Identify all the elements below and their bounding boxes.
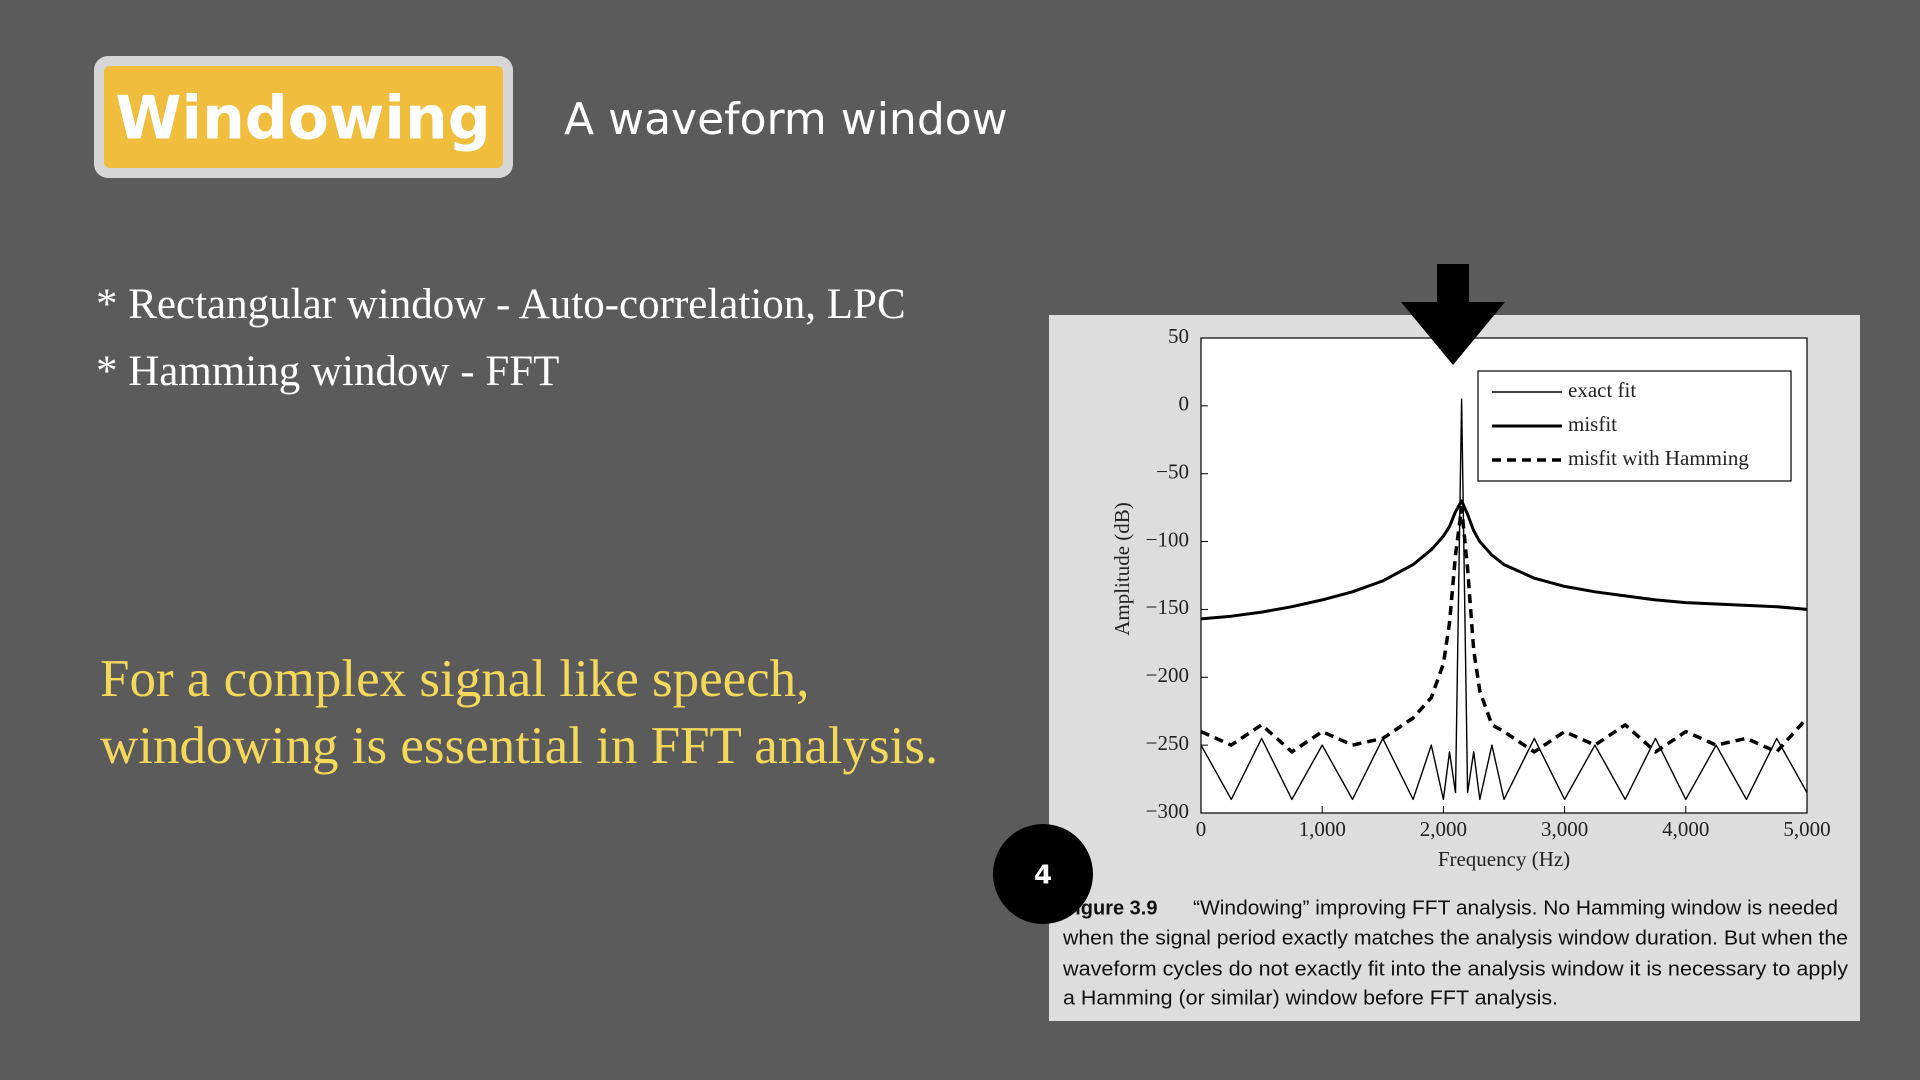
y-tick-label: −200 [1146,663,1189,687]
y-axis-label: Amplitude (dB) [1110,502,1134,636]
page-badge-circle [993,824,1093,924]
y-tick-label: −100 [1146,527,1189,551]
caption-line: “Windowing” improving FFT analysis. No H… [1193,897,1838,919]
x-tick-label: 2,000 [1420,817,1467,841]
y-tick-label: −150 [1146,595,1189,619]
caption-line: when the signal period exactly matches t… [1062,927,1848,949]
highlight-text: For a complex signal like speech, [100,650,809,708]
chart: 0 1,000 2,000 3,000 4,000 5,000 50 0 −50 −100 −150… [1110,324,1831,871]
bullet: * Hamming window - FFT [96,348,559,395]
x-tick-label: 5,000 [1783,817,1830,841]
caption-line: a Hamming (or similar) window before FFT… [1063,987,1558,1009]
subtitle: A waveform window [564,94,1008,145]
x-tick-label: 4,000 [1662,817,1709,841]
page-badge: 4 [1034,861,1052,891]
y-tick-label: 0 [1179,392,1190,416]
bullet: * Rectangular window - Auto-correlation,… [96,281,906,328]
x-axis-label: Frequency (Hz) [1438,847,1570,871]
caption-label: Figure 3.9 [1063,897,1157,919]
y-tick-label: −300 [1146,799,1189,823]
series-line [1200,499,1808,621]
y-tick-label: −250 [1146,731,1189,755]
series-line [1200,505,1809,754]
caption-line: waveform cycles do not exactly fit into … [1062,958,1848,980]
badge-fill [104,66,503,168]
x-tick-label: 3,000 [1541,817,1588,841]
legend-label: misfit [1568,412,1617,436]
legend-label: misfit with Hamming [1568,446,1749,470]
x-tick-label: 0 [1196,817,1207,841]
arrow [1401,264,1505,365]
series-line [1200,398,1808,801]
highlight-text: windowing is essential in FFT analysis. [100,717,938,775]
y-tick-label: −50 [1156,460,1189,484]
badge-title: Windowing [115,84,490,154]
y-tick-label: 50 [1168,324,1189,348]
legend-label: exact fit [1568,378,1636,402]
x-tick-label: 1,000 [1299,817,1346,841]
